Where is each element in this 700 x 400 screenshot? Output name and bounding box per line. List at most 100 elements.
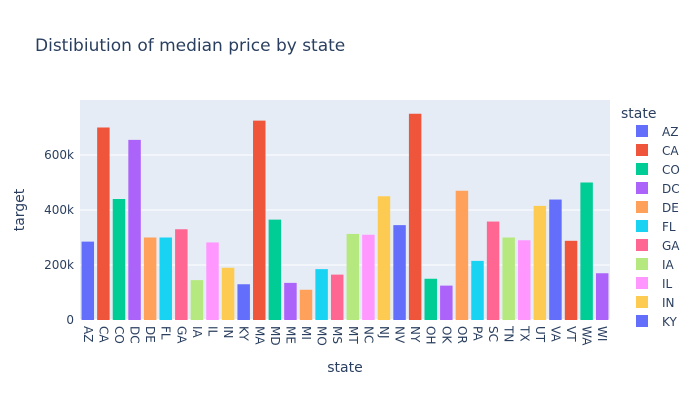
x-tick-label: OR bbox=[455, 326, 469, 344]
y-tick-label: 400k bbox=[44, 203, 74, 217]
x-tick-label: MA bbox=[252, 326, 266, 345]
legend-item-label[interactable]: CA bbox=[662, 144, 679, 158]
bar-ky[interactable] bbox=[237, 284, 250, 320]
bar-in[interactable] bbox=[221, 267, 235, 320]
x-tick-label: OK bbox=[439, 326, 453, 344]
legend-swatch[interactable] bbox=[636, 163, 648, 175]
legend-swatch[interactable] bbox=[636, 144, 648, 156]
bar-ca[interactable] bbox=[97, 127, 110, 321]
legend-item-label[interactable]: DE bbox=[662, 201, 679, 215]
bars bbox=[81, 113, 609, 321]
x-tick-label: NJ bbox=[377, 326, 391, 339]
bar-va[interactable] bbox=[549, 199, 562, 320]
bar-ny[interactable] bbox=[408, 113, 422, 320]
bar-fl[interactable] bbox=[159, 237, 172, 321]
x-axis-ticks: AZ CA CO DC DE FL GA IA IL IN KY MA MD ME MI MO MS MT NC NJ… bbox=[81, 325, 609, 346]
bar-nc[interactable] bbox=[362, 234, 375, 320]
y-axis-title: target bbox=[12, 188, 28, 231]
x-tick-label: AZ bbox=[81, 326, 95, 342]
x-tick-label: CA bbox=[96, 326, 110, 343]
x-tick-label: DE bbox=[143, 326, 157, 343]
x-axis-title: state bbox=[327, 360, 362, 376]
legend-swatch[interactable] bbox=[636, 239, 648, 251]
bar-ms[interactable] bbox=[330, 274, 344, 320]
x-tick-label: OH bbox=[424, 326, 438, 344]
bar-az[interactable] bbox=[81, 241, 95, 320]
legend[interactable]: state AZ CA CO DC DE FL GA IA IL IN KY bbox=[621, 106, 680, 329]
legend-item-label[interactable]: FL bbox=[662, 220, 676, 234]
bar-co[interactable] bbox=[112, 199, 126, 320]
legend-item-label[interactable]: CO bbox=[662, 163, 680, 177]
legend-item-label[interactable]: IL bbox=[662, 277, 673, 291]
bar-or[interactable] bbox=[455, 190, 469, 320]
bar-wi[interactable] bbox=[595, 273, 609, 320]
bar-ut[interactable] bbox=[533, 205, 547, 320]
legend-item-label[interactable]: IN bbox=[662, 296, 675, 310]
x-tick-label: TX bbox=[517, 325, 531, 342]
bar-tn[interactable] bbox=[502, 237, 515, 321]
x-tick-label: UT bbox=[533, 326, 547, 343]
legend-swatch[interactable] bbox=[636, 315, 648, 327]
x-tick-label: SC bbox=[486, 326, 500, 342]
legend-swatch[interactable] bbox=[636, 125, 648, 137]
x-tick-label: IL bbox=[206, 326, 220, 337]
bar-il[interactable] bbox=[206, 242, 219, 320]
bar-dc[interactable] bbox=[128, 139, 141, 320]
bar-pa[interactable] bbox=[471, 260, 484, 320]
x-tick-label: DC bbox=[128, 326, 142, 344]
legend-item-label[interactable]: AZ bbox=[662, 125, 678, 139]
x-tick-label: FL bbox=[159, 326, 173, 340]
x-tick-label: NC bbox=[361, 326, 375, 343]
x-tick-label: MI bbox=[299, 326, 313, 340]
legend-swatch[interactable] bbox=[636, 220, 648, 232]
bar-mo[interactable] bbox=[315, 269, 328, 320]
bar-ok[interactable] bbox=[440, 285, 453, 320]
x-tick-label: CO bbox=[112, 326, 126, 344]
bar-oh[interactable] bbox=[424, 278, 437, 320]
x-tick-label: ME bbox=[283, 326, 297, 344]
legend-item-label[interactable]: KY bbox=[662, 315, 677, 329]
legend-item-label[interactable]: DC bbox=[662, 182, 680, 196]
bar-nv[interactable] bbox=[393, 225, 406, 320]
legend-swatch[interactable] bbox=[636, 182, 648, 194]
legend-title: state bbox=[621, 106, 656, 122]
bar-me[interactable] bbox=[284, 282, 297, 320]
x-tick-label: WI bbox=[595, 326, 609, 341]
chart-title: Distibiution of median price by state bbox=[35, 36, 345, 56]
x-tick-label: NY bbox=[408, 326, 422, 343]
bar-mt[interactable] bbox=[346, 233, 360, 320]
bar-ia[interactable] bbox=[190, 280, 204, 320]
bar-de[interactable] bbox=[143, 237, 157, 321]
x-tick-label: PA bbox=[471, 326, 485, 341]
bar-sc[interactable] bbox=[486, 221, 500, 320]
x-tick-label: MS bbox=[330, 326, 344, 344]
bar-nj[interactable] bbox=[377, 196, 391, 320]
x-tick-label: TN bbox=[502, 325, 516, 342]
x-tick-label: MT bbox=[346, 326, 360, 344]
bar-vt[interactable] bbox=[564, 240, 578, 320]
x-tick-label: VT bbox=[564, 326, 578, 342]
bar-md[interactable] bbox=[268, 219, 282, 320]
bar-wa[interactable] bbox=[580, 182, 593, 321]
y-axis-ticks: 0 200k 400k 600k bbox=[44, 148, 74, 327]
x-tick-label: VA bbox=[548, 326, 562, 342]
legend-swatch[interactable] bbox=[636, 258, 648, 270]
y-tick-label: 600k bbox=[44, 148, 74, 162]
x-tick-label: MO bbox=[315, 326, 329, 346]
y-tick-label: 200k bbox=[44, 258, 74, 272]
y-tick-label: 0 bbox=[66, 313, 74, 327]
legend-swatch[interactable] bbox=[636, 277, 648, 289]
legend-swatch[interactable] bbox=[636, 296, 648, 308]
bar-mi[interactable] bbox=[299, 289, 313, 320]
x-tick-label: MD bbox=[268, 326, 282, 346]
x-tick-label: WA bbox=[580, 326, 594, 346]
x-tick-label: IA bbox=[190, 326, 204, 339]
legend-item-label[interactable]: GA bbox=[662, 239, 680, 253]
legend-swatch[interactable] bbox=[636, 201, 648, 213]
bar-ga[interactable] bbox=[175, 229, 188, 320]
bar-ma[interactable] bbox=[253, 120, 266, 320]
x-tick-label: GA bbox=[174, 326, 188, 344]
bar-tx[interactable] bbox=[518, 240, 531, 320]
legend-item-label[interactable]: IA bbox=[662, 258, 675, 272]
